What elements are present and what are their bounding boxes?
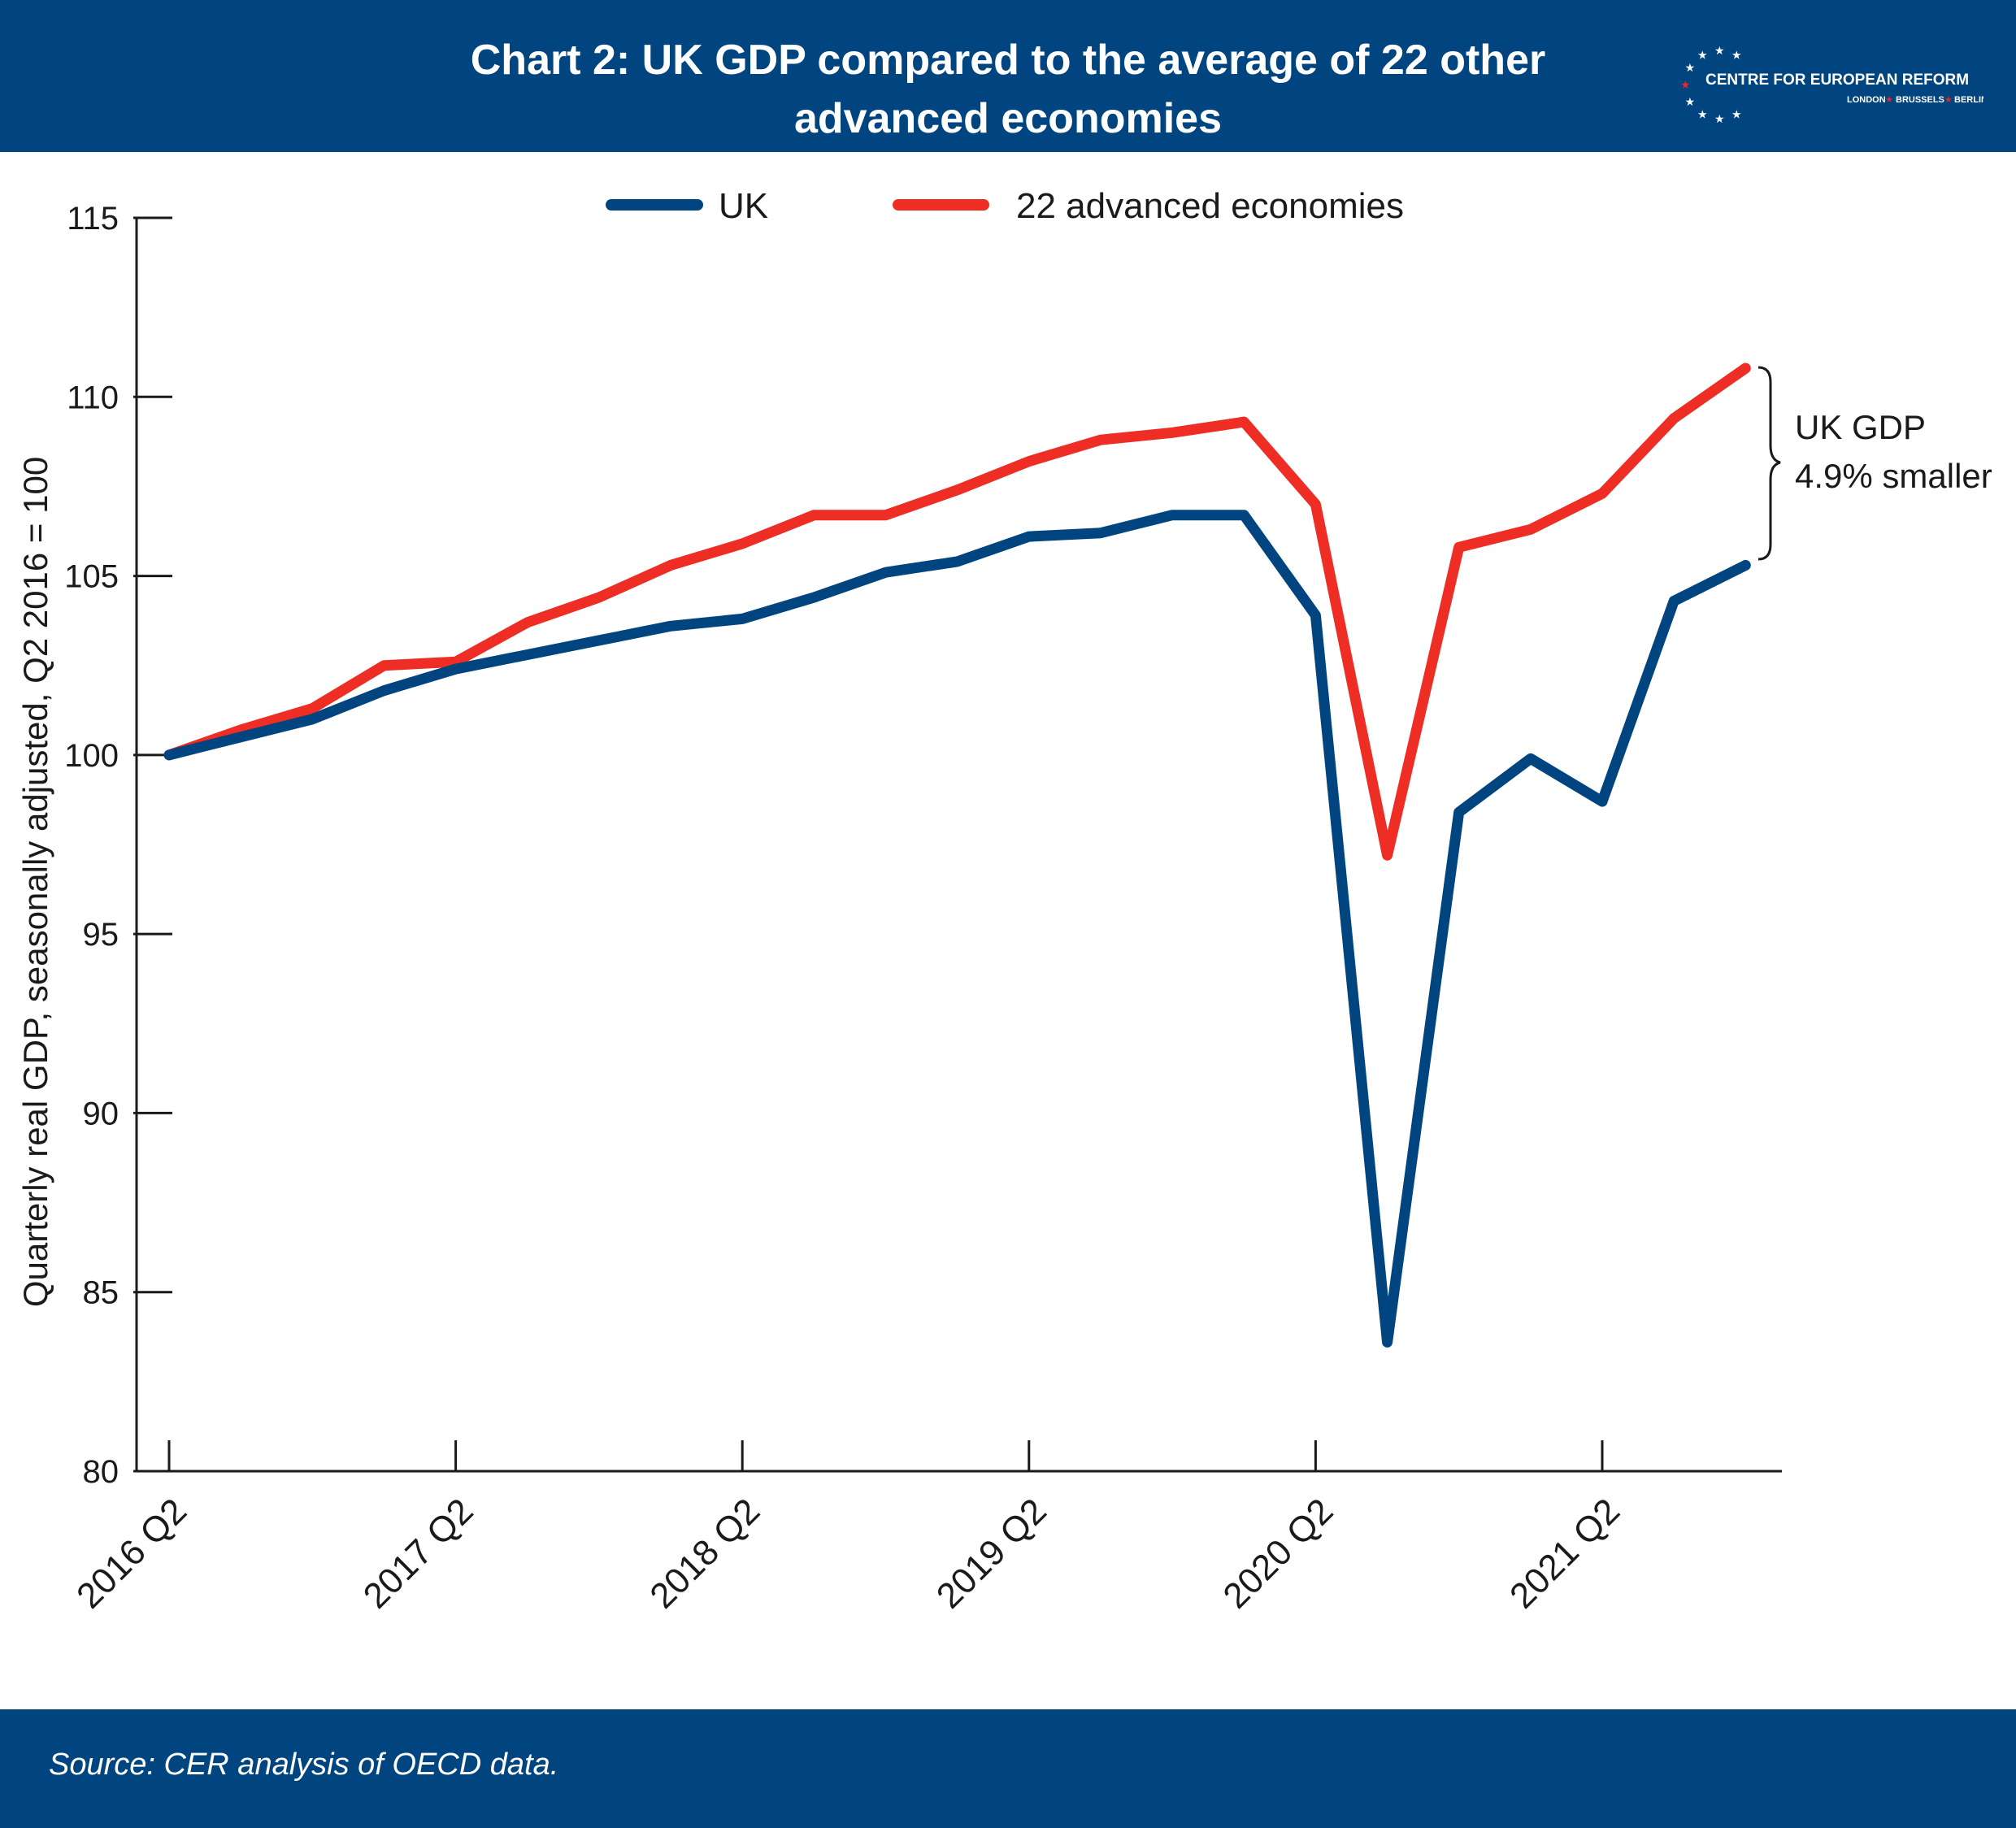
- logo-city-3: BERLIN: [1954, 95, 1983, 105]
- header-bar: [0, 0, 2016, 152]
- legend: UK 22 advanced economies: [606, 186, 1404, 226]
- logo-stars: ★ ★★★★★★★★: [1680, 45, 1742, 126]
- legend-label-advanced: 22 advanced economies: [1016, 186, 1404, 226]
- logo-star-icon: ★: [1685, 96, 1696, 109]
- y-tick-label: 115: [67, 201, 119, 237]
- chart-title: Chart 2: UK GDP compared to the average …: [470, 37, 1546, 142]
- y-tick-label: 80: [83, 1454, 119, 1490]
- gap-annotation: UK GDP 4.9% smaller: [1757, 366, 1992, 561]
- gap-annotation-line1: UK GDP: [1795, 408, 1926, 446]
- logo-name: CENTRE FOR EUROPEAN REFORM: [1705, 72, 1969, 89]
- x-tick-label: 2018 Q2: [642, 1491, 767, 1616]
- x-tick-label: 2017 Q2: [356, 1491, 481, 1616]
- logo-star-icon: ★: [1685, 62, 1696, 75]
- logo-star-icon: ★: [1697, 108, 1708, 121]
- gap-annotation-line2: 4.9% smaller: [1795, 457, 1992, 495]
- y-tick-label: 100: [64, 738, 119, 774]
- x-tick-label: 2020 Q2: [1215, 1491, 1340, 1616]
- legend-label-uk: UK: [719, 186, 768, 226]
- y-ticks: 80 85 90 95 100 105 110 115: [64, 201, 172, 1490]
- x-tick-label: 2016 Q2: [69, 1491, 194, 1616]
- y-tick-label: 90: [83, 1096, 119, 1131]
- logo-star-icon: ★: [1714, 113, 1725, 126]
- logo-star-icon: ★: [1714, 45, 1725, 58]
- footer-bar: [0, 1709, 2016, 1828]
- logo-city-2: BRUSSELS: [1896, 95, 1944, 105]
- logo-star-icon: ★: [1697, 50, 1708, 63]
- series-lines: [163, 363, 1751, 1348]
- x-tick-label: 2021 Q2: [1502, 1491, 1627, 1616]
- axes: [135, 218, 1782, 1473]
- logo-star-sep-2: ★: [1944, 94, 1953, 105]
- cer-logo: ★ ★★★★★★★★ CENTRE FOR EUROPEAN REFORM LON…: [1680, 45, 1983, 126]
- series-line-advanced: [163, 363, 1751, 861]
- logo-star-icon: ★: [1680, 79, 1691, 92]
- x-ticks: 2016 Q2 2017 Q2 2018 Q2 2019 Q2 2020 Q2 2021 …: [69, 1440, 1627, 1616]
- logo-star-icon: ★: [1731, 50, 1742, 63]
- y-tick-label: 85: [83, 1275, 119, 1311]
- line-chart: 80 85 90 95 100 105 110 115 2016 Q2 2017 Q2 2018 …: [16, 186, 1992, 1616]
- gap-brace: [1757, 366, 1781, 561]
- logo-city-1: LONDON: [1847, 95, 1886, 105]
- y-tick-label: 105: [64, 559, 119, 595]
- y-tick-label: 110: [67, 380, 119, 415]
- logo-star-icon: ★: [1731, 108, 1742, 121]
- source-note: Source: CER analysis of OECD data.: [49, 1748, 559, 1782]
- logo-star-sep-1: ★: [1885, 94, 1893, 105]
- y-axis-title: Quarterly real GDP, seasonally adjusted,…: [16, 457, 54, 1307]
- series-line-uk: [163, 510, 1751, 1348]
- y-tick-label: 95: [83, 917, 119, 953]
- x-tick-label: 2019 Q2: [929, 1491, 1054, 1616]
